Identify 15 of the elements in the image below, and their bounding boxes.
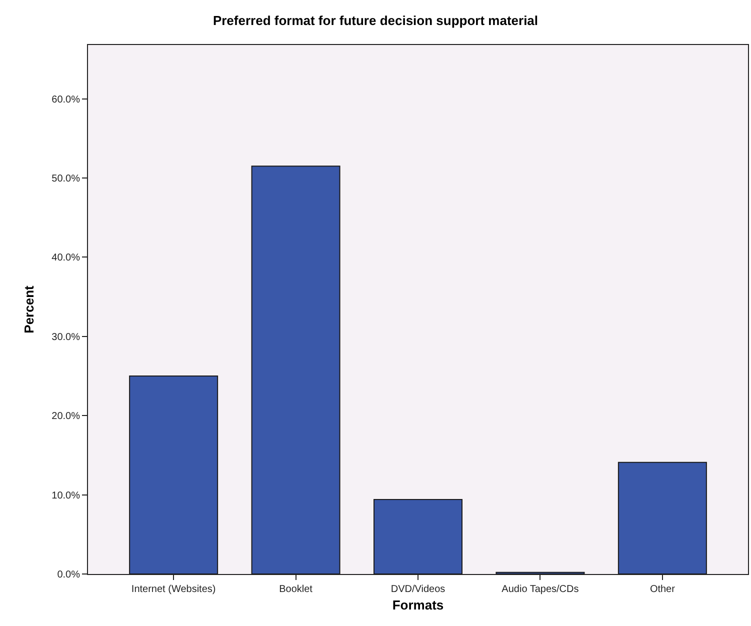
x-tick-label: Audio Tapes/CDs (502, 584, 579, 595)
y-tick-label: 0.0% (57, 570, 80, 580)
y-tick-label: 20.0% (52, 411, 80, 422)
x-tick-label: DVD/Videos (390, 584, 446, 595)
y-tick-label: 10.0% (52, 490, 80, 502)
x-tick-label: Internet (Websites) (131, 584, 216, 595)
chart-title: Preferred format for future decision support material (212, 12, 538, 28)
y-tick-label: 50.0% (52, 174, 80, 185)
x-axis-title: Formats (392, 598, 444, 613)
x-tick-label: Other (650, 584, 676, 595)
y-axis-title: Percent (22, 284, 37, 334)
y-tick-label: 60.0% (52, 94, 80, 106)
y-tick-label: 40.0% (52, 252, 80, 264)
y-tick-label: 30.0% (52, 332, 80, 343)
x-tick-label: Booklet (279, 584, 313, 595)
